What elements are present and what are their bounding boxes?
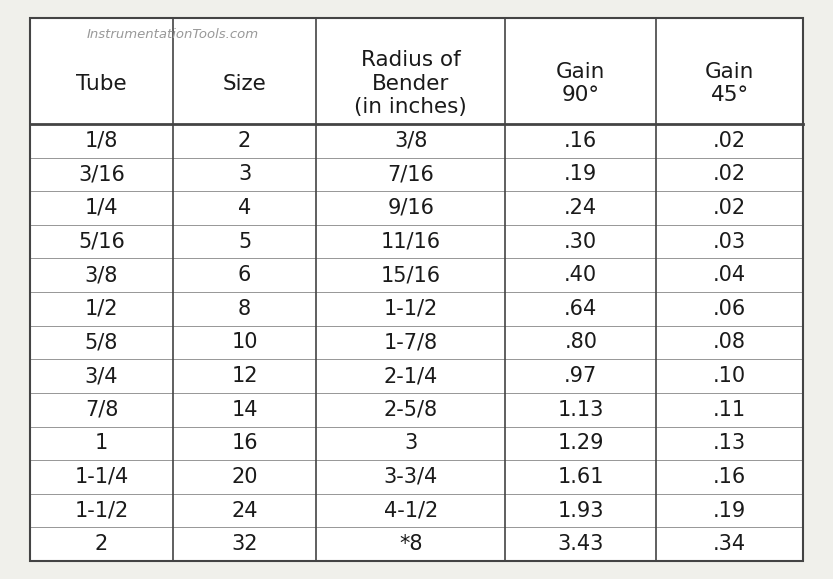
Text: 3.43: 3.43	[557, 534, 604, 554]
Text: 3: 3	[238, 164, 251, 184]
Text: Tube: Tube	[76, 74, 127, 94]
Text: 1.93: 1.93	[557, 501, 604, 521]
Text: 2-5/8: 2-5/8	[384, 400, 438, 420]
Text: .04: .04	[713, 265, 746, 285]
Text: .34: .34	[713, 534, 746, 554]
Text: 1-7/8: 1-7/8	[384, 332, 438, 353]
Text: 16: 16	[232, 433, 258, 453]
Text: 2: 2	[238, 131, 251, 151]
Text: 1-1/4: 1-1/4	[74, 467, 128, 487]
Text: *8: *8	[399, 534, 422, 554]
Text: 1: 1	[95, 433, 108, 453]
Text: .24: .24	[564, 198, 597, 218]
Text: 3/8: 3/8	[85, 265, 118, 285]
Text: .02: .02	[713, 131, 746, 151]
Text: .80: .80	[564, 332, 597, 353]
Text: 12: 12	[232, 366, 257, 386]
Text: .64: .64	[564, 299, 597, 319]
Text: 11/16: 11/16	[381, 232, 441, 251]
Text: .02: .02	[713, 164, 746, 184]
Text: 7/16: 7/16	[387, 164, 434, 184]
Text: .30: .30	[564, 232, 597, 251]
Text: 32: 32	[232, 534, 257, 554]
Text: .13: .13	[713, 433, 746, 453]
Text: 4: 4	[238, 198, 251, 218]
Text: 2: 2	[95, 534, 108, 554]
Text: 8: 8	[238, 299, 251, 319]
Text: .02: .02	[713, 198, 746, 218]
Text: 3/16: 3/16	[78, 164, 125, 184]
Text: 7/8: 7/8	[85, 400, 118, 420]
Text: 6: 6	[237, 265, 252, 285]
Text: .06: .06	[713, 299, 746, 319]
Text: InstrumentationTools.com: InstrumentationTools.com	[87, 28, 259, 41]
Text: .16: .16	[713, 467, 746, 487]
Text: .11: .11	[713, 400, 746, 420]
Text: 1/2: 1/2	[85, 299, 118, 319]
Text: Size: Size	[222, 74, 267, 94]
Text: 5: 5	[238, 232, 251, 251]
Text: .40: .40	[564, 265, 597, 285]
Text: 1/8: 1/8	[85, 131, 118, 151]
Text: Radius of
Bender
(in inches): Radius of Bender (in inches)	[354, 50, 467, 117]
Text: Gain
45°: Gain 45°	[705, 62, 754, 105]
Text: 5/16: 5/16	[78, 232, 125, 251]
Text: 9/16: 9/16	[387, 198, 434, 218]
Text: .10: .10	[713, 366, 746, 386]
Text: 20: 20	[232, 467, 257, 487]
Text: .16: .16	[564, 131, 597, 151]
Text: 1/4: 1/4	[85, 198, 118, 218]
Text: .19: .19	[713, 501, 746, 521]
Text: 1.13: 1.13	[557, 400, 604, 420]
Text: 3/8: 3/8	[394, 131, 427, 151]
Text: 1.29: 1.29	[557, 433, 604, 453]
Text: 24: 24	[232, 501, 257, 521]
Text: 1-1/2: 1-1/2	[74, 501, 128, 521]
Text: 14: 14	[232, 400, 257, 420]
Text: Gain
90°: Gain 90°	[556, 62, 606, 105]
Text: 10: 10	[232, 332, 257, 353]
Text: .08: .08	[713, 332, 746, 353]
Text: 3: 3	[404, 433, 417, 453]
Text: .03: .03	[713, 232, 746, 251]
Text: 1-1/2: 1-1/2	[383, 299, 438, 319]
Text: 3-3/4: 3-3/4	[383, 467, 438, 487]
Text: .97: .97	[564, 366, 597, 386]
Text: 1.61: 1.61	[557, 467, 604, 487]
Text: 15/16: 15/16	[381, 265, 441, 285]
Text: 3/4: 3/4	[85, 366, 118, 386]
Text: 2-1/4: 2-1/4	[383, 366, 438, 386]
Text: 5/8: 5/8	[85, 332, 118, 353]
Text: 4-1/2: 4-1/2	[383, 501, 438, 521]
Text: .19: .19	[564, 164, 597, 184]
